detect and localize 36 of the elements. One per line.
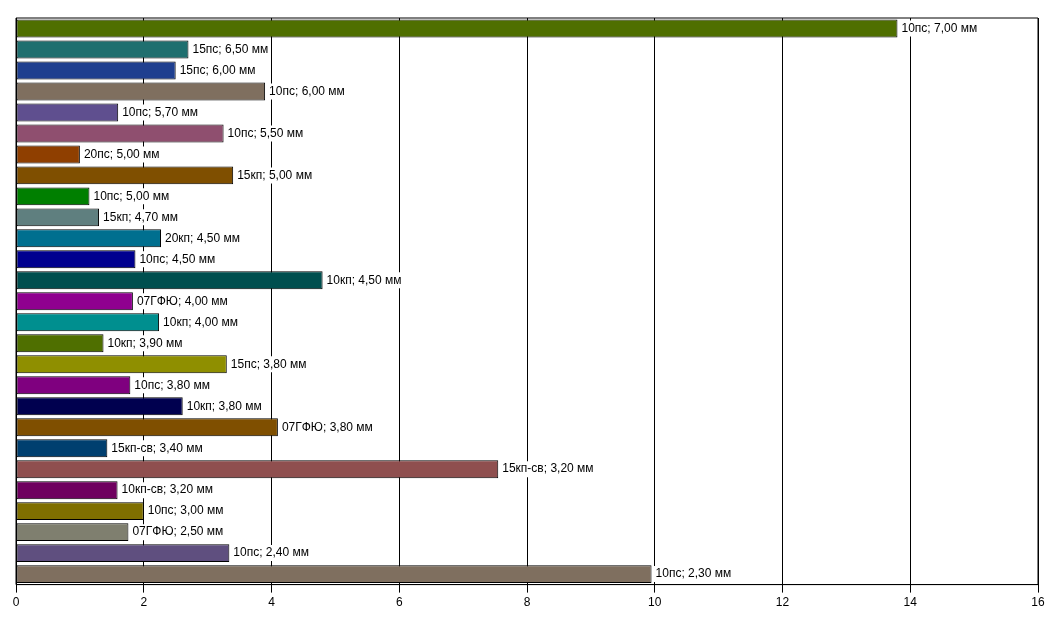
y-tick-label: 15пс; 6,00 мм bbox=[179, 62, 256, 77]
y-tick-label: 10кп; 3,90 мм bbox=[107, 335, 183, 350]
y-tick-label: 15кп-св; 3,40 мм bbox=[111, 440, 203, 455]
y-tick-label: 15кп; 5,00 мм bbox=[237, 167, 313, 182]
x-tick-label: 8 bbox=[523, 595, 531, 610]
y-tick-label: 07ГФЮ; 4,00 мм bbox=[136, 293, 228, 308]
x-tick-label: 12 bbox=[775, 595, 790, 610]
x-tick-label: 14 bbox=[903, 595, 918, 610]
y-tick-label: 07ГФЮ; 3,80 мм bbox=[281, 419, 373, 434]
y-tick-label: 10кп; 4,00 мм bbox=[163, 314, 239, 329]
y-tick-label: 07ГФЮ; 2,50 мм bbox=[132, 524, 224, 539]
y-tick-label: 10кп-св; 3,20 мм bbox=[121, 482, 213, 497]
y-tick-label: 10пс; 3,80 мм bbox=[134, 377, 211, 392]
x-tick-label: 0 bbox=[12, 595, 20, 610]
y-tick-label: 20кп; 4,50 мм bbox=[165, 230, 240, 245]
y-tick-label: 10пс; 4,50 мм bbox=[139, 251, 216, 266]
x-tick-label: 4 bbox=[268, 595, 276, 610]
y-tick-label: 10пс; 3,00 мм bbox=[147, 503, 224, 518]
y-tick-label: 15пс; 3,80 мм bbox=[230, 356, 307, 371]
x-tick-label: 2 bbox=[140, 595, 148, 610]
y-tick-label: 10кп; 4,50 мм bbox=[326, 272, 402, 287]
y-tick-label: 10пс; 5,50 мм bbox=[227, 125, 304, 140]
x-tick-label: 16 bbox=[1031, 595, 1045, 610]
x-tick-label: 6 bbox=[395, 595, 403, 610]
y-tick-label: 10пс; 6,00 мм bbox=[269, 83, 345, 98]
y-tick-label: 10пс; 7,00 мм bbox=[901, 20, 978, 35]
y-tick-label: 10кп; 3,80 мм bbox=[186, 398, 262, 413]
y-tick-label: 15кп-св; 3,20 мм bbox=[502, 461, 594, 476]
y-tick-label: 20пс; 5,00 мм bbox=[83, 146, 160, 161]
y-tick-label: 10пс; 5,00 мм bbox=[93, 188, 170, 203]
y-tick-label: 10пс; 5,70 мм bbox=[122, 104, 198, 119]
y-tick-label: 15кп; 4,70 мм bbox=[103, 209, 178, 224]
y-tick-label: 10пс; 2,30 мм bbox=[655, 566, 732, 581]
y-tick-label: 15пс; 6,50 мм bbox=[192, 41, 269, 56]
y-tick-label: 10пс; 2,40 мм bbox=[233, 545, 310, 560]
x-tick-label: 10 bbox=[648, 595, 662, 610]
